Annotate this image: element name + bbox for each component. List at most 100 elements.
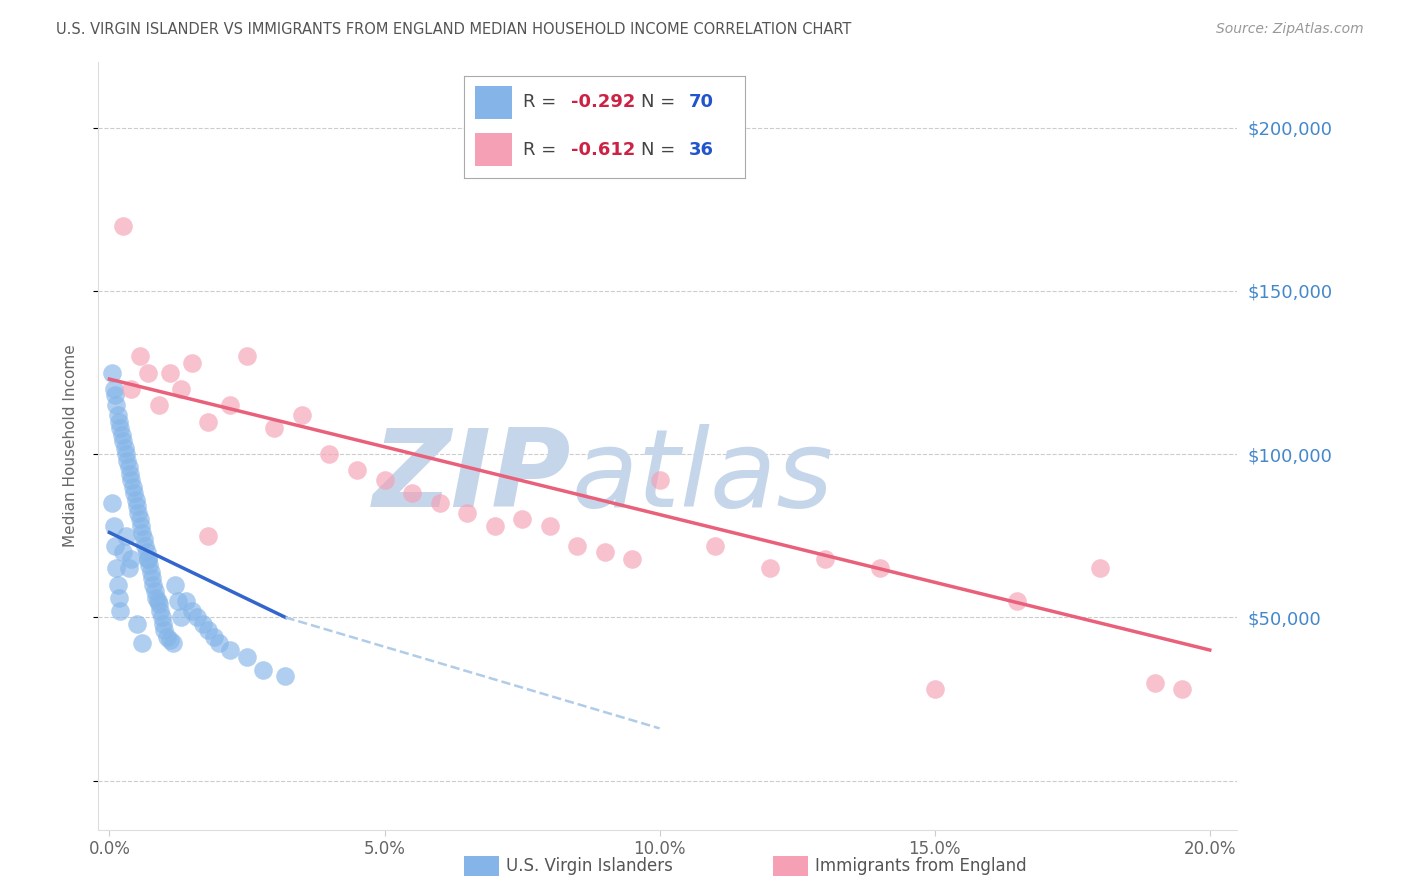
Point (202, 630, 225, 644)
Point (105, 398, 128, 412)
Point (165, 578, 187, 592)
Point (170, 382, 193, 396)
Point (146, 594, 169, 608)
Point (236, 649, 259, 664)
Point (131, 636, 153, 650)
Point (1088, 561, 1111, 575)
Point (197, 624, 219, 638)
Point (274, 669, 297, 683)
Point (114, 441, 136, 455)
Point (197, 529, 219, 543)
Point (125, 616, 148, 631)
Text: -0.292: -0.292 (571, 94, 636, 112)
Point (429, 496, 451, 510)
Point (104, 539, 127, 553)
Point (186, 610, 208, 624)
Point (128, 512, 150, 526)
Point (814, 551, 837, 566)
Point (197, 415, 219, 429)
Text: R =: R = (523, 94, 562, 112)
Text: Immigrants from England: Immigrants from England (815, 857, 1028, 875)
Point (101, 366, 124, 380)
Point (101, 496, 124, 510)
Point (131, 519, 153, 533)
Point (318, 447, 340, 461)
Point (167, 594, 190, 608)
Point (110, 427, 132, 442)
Text: N =: N = (641, 94, 681, 112)
Point (105, 561, 128, 575)
Point (181, 356, 204, 370)
Point (120, 467, 142, 481)
Point (150, 610, 173, 624)
Point (110, 604, 132, 618)
Point (236, 349, 259, 363)
Point (152, 616, 174, 631)
Point (346, 463, 368, 477)
Point (1005, 594, 1028, 608)
Point (121, 480, 143, 494)
Y-axis label: Median Household Income: Median Household Income (63, 344, 77, 548)
Point (159, 366, 181, 380)
Point (291, 408, 314, 422)
Point (139, 565, 162, 579)
Point (122, 486, 145, 500)
Point (159, 633, 181, 648)
Point (1171, 682, 1194, 697)
Point (112, 219, 135, 233)
Text: U.S. Virgin Islanders: U.S. Virgin Islanders (506, 857, 673, 875)
Text: atlas: atlas (571, 425, 832, 529)
Point (120, 551, 142, 566)
Point (125, 500, 148, 514)
Point (149, 604, 172, 618)
Point (127, 506, 149, 520)
Point (148, 597, 170, 611)
Point (108, 591, 131, 605)
Bar (475, 87, 512, 119)
Point (115, 447, 138, 461)
Text: 36: 36 (689, 141, 714, 159)
Point (118, 561, 141, 575)
Point (125, 492, 148, 507)
Point (110, 421, 132, 435)
Point (593, 545, 616, 559)
Point (456, 506, 478, 520)
Point (162, 636, 184, 650)
Text: N =: N = (641, 141, 681, 159)
Point (648, 473, 671, 487)
Point (176, 594, 198, 608)
Point (143, 584, 166, 599)
Point (538, 519, 561, 533)
Text: U.S. VIRGIN ISLANDER VS IMMIGRANTS FROM ENGLAND MEDIAN HOUSEHOLD INCOME CORRELAT: U.S. VIRGIN ISLANDER VS IMMIGRANTS FROM … (56, 22, 852, 37)
Point (132, 532, 155, 546)
Bar (475, 133, 512, 166)
Point (401, 486, 423, 500)
Point (134, 539, 156, 553)
Point (758, 561, 780, 575)
Text: R =: R = (523, 141, 562, 159)
Point (565, 539, 588, 553)
Point (142, 578, 165, 592)
Point (103, 382, 125, 396)
Point (1143, 675, 1166, 690)
Point (153, 624, 176, 638)
Point (118, 460, 141, 475)
Point (703, 539, 725, 553)
Text: -0.612: -0.612 (571, 141, 636, 159)
Point (131, 525, 153, 540)
Point (128, 349, 150, 363)
Point (170, 610, 193, 624)
Point (252, 663, 274, 677)
Point (181, 604, 204, 618)
Point (156, 630, 179, 644)
Text: 70: 70 (689, 94, 714, 112)
Point (107, 408, 129, 422)
Point (484, 519, 506, 533)
Point (191, 616, 214, 631)
Point (219, 398, 242, 412)
Point (107, 578, 129, 592)
Point (120, 473, 142, 487)
Point (208, 636, 231, 650)
Point (141, 571, 163, 585)
Point (138, 558, 160, 573)
